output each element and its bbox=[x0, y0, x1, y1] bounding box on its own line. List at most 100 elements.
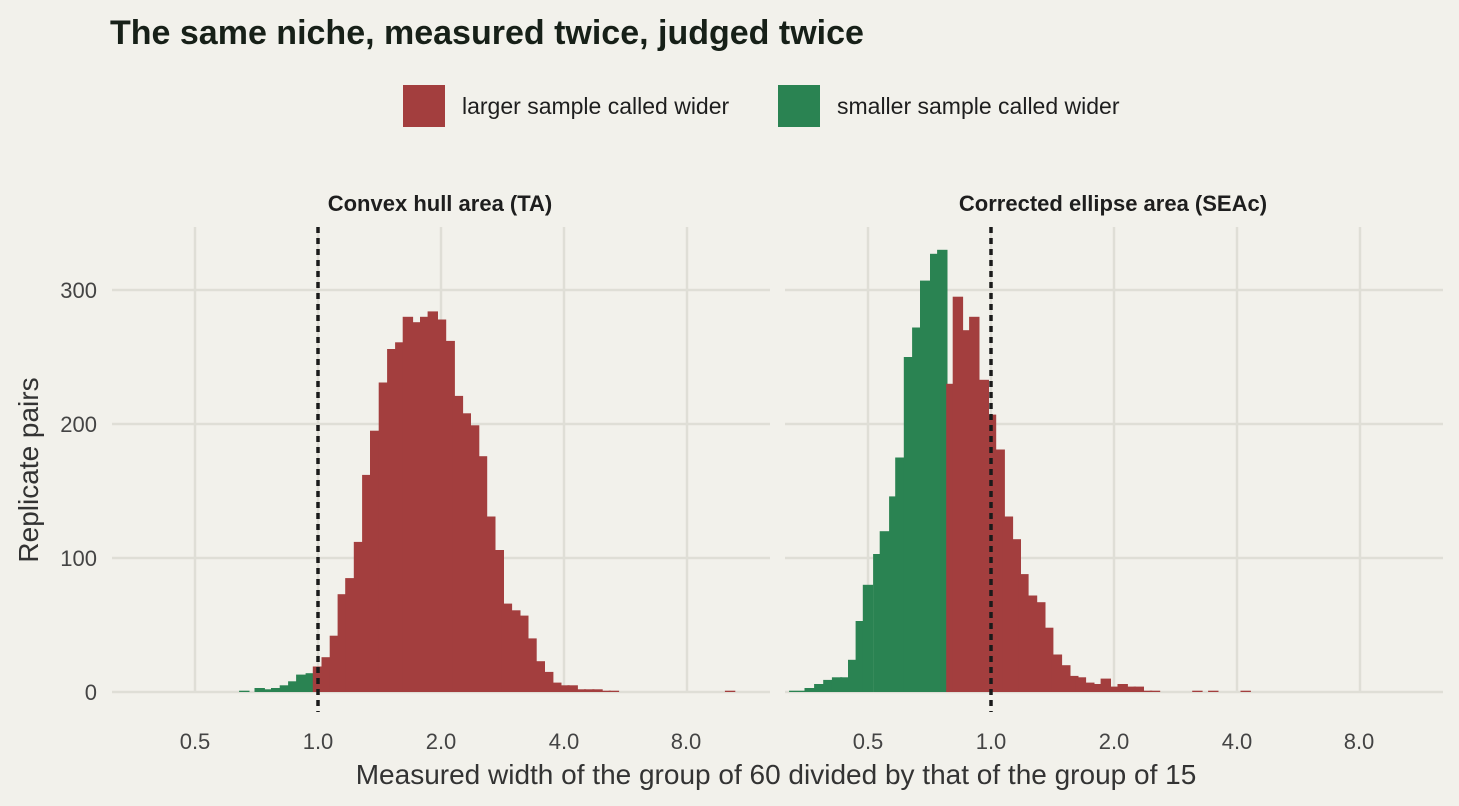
histogram-bar-smaller bbox=[903, 357, 915, 692]
histogram-bar-larger bbox=[395, 342, 406, 692]
x-tick-label: 4.0 bbox=[549, 729, 580, 754]
histogram-bar-larger bbox=[378, 382, 390, 692]
panel-convex-hull bbox=[112, 227, 770, 712]
x-tick-label: 8.0 bbox=[1344, 729, 1375, 754]
histogram-bar-larger bbox=[1133, 686, 1144, 692]
histogram-bar-larger bbox=[543, 671, 554, 692]
histogram-bar-smaller bbox=[305, 673, 316, 692]
histogram-bar-smaller bbox=[239, 690, 250, 692]
x-tick-label: 1.0 bbox=[303, 729, 334, 754]
histogram-bar-larger bbox=[1035, 602, 1046, 692]
y-axis-ticks: 0 100 200 300 bbox=[60, 278, 97, 705]
histogram-bar-larger bbox=[600, 690, 611, 692]
histogram-bar-smaller bbox=[889, 496, 900, 692]
histogram-bar-smaller bbox=[862, 584, 874, 692]
histogram-bar-larger bbox=[485, 516, 496, 692]
histogram-bar-larger bbox=[1141, 690, 1153, 692]
histogram-bar-larger bbox=[1149, 690, 1161, 692]
histogram-bar-larger bbox=[353, 541, 365, 692]
panel-ellipse bbox=[785, 227, 1443, 712]
histogram-bar-larger bbox=[1051, 654, 1063, 692]
x-tick-label: 4.0 bbox=[1222, 729, 1253, 754]
legend: larger sample called wider smaller sampl… bbox=[403, 85, 1120, 127]
histogram-bar-larger bbox=[592, 689, 603, 692]
histogram-bar-smaller bbox=[920, 280, 931, 692]
x-tick-label: 2.0 bbox=[426, 729, 457, 754]
histogram-bar-larger bbox=[1026, 595, 1038, 692]
histogram-bar-smaller bbox=[789, 690, 800, 692]
histogram-bar-smaller bbox=[848, 659, 859, 692]
histogram-bar-larger bbox=[1068, 675, 1079, 692]
histogram-bar-larger bbox=[460, 413, 471, 692]
legend-swatch-smaller bbox=[778, 85, 820, 127]
histogram-bar-smaller bbox=[296, 674, 307, 692]
histogram-bar-larger bbox=[411, 322, 422, 692]
histogram-bar-smaller bbox=[279, 685, 291, 692]
histogram-bar-larger bbox=[567, 685, 578, 692]
histogram-bar-larger bbox=[551, 682, 562, 692]
histogram-bar-larger bbox=[559, 685, 570, 692]
x-tick-label: 1.0 bbox=[976, 729, 1007, 754]
panel-title-convex-hull: Convex hull area (TA) bbox=[328, 191, 553, 216]
histogram-bar-larger bbox=[476, 456, 488, 692]
histogram-bar-larger bbox=[1100, 678, 1111, 692]
histogram-bar-larger bbox=[1117, 684, 1128, 692]
histogram-bar-smaller bbox=[288, 681, 299, 692]
histogram-bar-larger bbox=[978, 379, 989, 692]
y-tick-label: 300 bbox=[60, 278, 97, 303]
x-tick-label: 0.5 bbox=[853, 729, 884, 754]
histogram-bar-larger bbox=[724, 690, 736, 692]
histogram-bar-larger bbox=[526, 638, 537, 692]
histogram-bar-larger bbox=[329, 635, 341, 692]
histogram-bar-larger bbox=[1075, 677, 1087, 692]
histogram-bar-larger bbox=[510, 610, 521, 692]
x-axis-title: Measured width of the group of 60 divide… bbox=[356, 759, 1197, 790]
histogram-bar-larger bbox=[362, 474, 373, 692]
histogram-bar-larger bbox=[1043, 627, 1054, 692]
histogram-bar-larger bbox=[420, 316, 431, 692]
histogram-bar-larger bbox=[584, 689, 595, 692]
histogram-bar-larger bbox=[1060, 665, 1071, 692]
histogram-bar-smaller bbox=[254, 688, 265, 692]
histogram-bar-larger bbox=[501, 603, 513, 692]
legend-label-smaller: smaller sample called wider bbox=[837, 93, 1120, 119]
y-tick-label: 200 bbox=[60, 412, 97, 437]
x-axis-ticks: 0.5 1.0 2.0 4.0 8.0 0.5 1.0 2.0 4.0 8.0 bbox=[180, 729, 1375, 754]
histogram-bar-larger bbox=[493, 550, 504, 692]
y-tick-label: 100 bbox=[60, 546, 97, 571]
x-tick-label: 2.0 bbox=[1099, 729, 1130, 754]
histogram-bar-larger bbox=[534, 661, 545, 692]
histogram-bar-smaller bbox=[840, 677, 851, 692]
histogram-bar-smaller bbox=[814, 684, 825, 692]
y-axis-title: Replicate pairs bbox=[13, 377, 44, 562]
histogram-bar-larger bbox=[402, 316, 414, 692]
histogram-bar-larger bbox=[427, 311, 438, 692]
histogram-bar-larger bbox=[1018, 574, 1029, 692]
histogram-bar-larger bbox=[608, 690, 620, 692]
histogram-bar-smaller bbox=[271, 688, 282, 692]
histogram-bar-larger bbox=[444, 340, 455, 692]
legend-label-larger: larger sample called wider bbox=[462, 93, 730, 119]
histogram-bar-larger bbox=[952, 296, 964, 692]
histogram-bar-larger bbox=[575, 689, 587, 692]
histogram-bar-larger bbox=[345, 578, 356, 692]
panel-title-ellipse: Corrected ellipse area (SEAc) bbox=[959, 191, 1267, 216]
histogram-bar-smaller bbox=[873, 554, 884, 692]
histogram-bar-smaller bbox=[895, 457, 906, 692]
y-tick-label: 0 bbox=[85, 680, 97, 705]
histogram-bar-smaller bbox=[855, 621, 866, 692]
histogram-bar-larger bbox=[969, 316, 980, 692]
histogram-bar-smaller bbox=[831, 677, 843, 692]
histogram-bar-larger bbox=[435, 319, 447, 692]
histogram-bar-larger bbox=[1084, 682, 1095, 692]
histogram-bar-larger bbox=[1192, 690, 1203, 692]
histogram-bar-larger bbox=[985, 414, 997, 692]
histogram-bar-larger bbox=[337, 594, 348, 692]
histogram-bar-larger bbox=[1108, 686, 1120, 692]
histogram-bar-smaller bbox=[879, 531, 891, 692]
histogram-bar-larger bbox=[518, 615, 529, 692]
histogram-bar-larger bbox=[1010, 539, 1021, 692]
histogram-bar-larger bbox=[452, 395, 464, 692]
histogram-bar-larger bbox=[1002, 516, 1014, 692]
